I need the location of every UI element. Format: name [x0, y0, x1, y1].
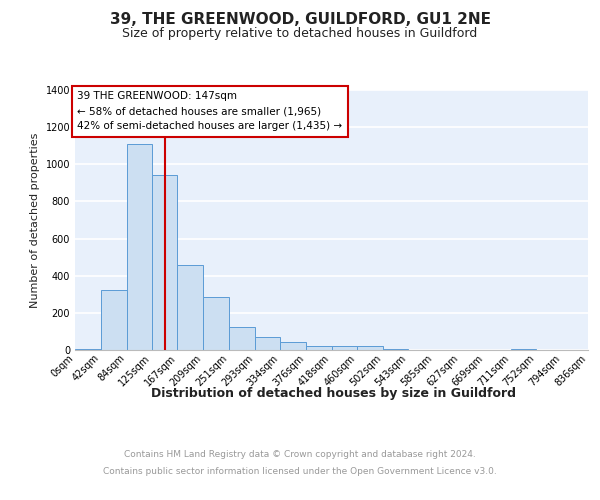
Text: Distribution of detached houses by size in Guildford: Distribution of detached houses by size … [151, 388, 515, 400]
Text: 39, THE GREENWOOD, GUILDFORD, GU1 2NE: 39, THE GREENWOOD, GUILDFORD, GU1 2NE [110, 12, 491, 28]
Text: 39 THE GREENWOOD: 147sqm
← 58% of detached houses are smaller (1,965)
42% of sem: 39 THE GREENWOOD: 147sqm ← 58% of detach… [77, 91, 343, 132]
Bar [255, 337, 280, 350]
Text: Size of property relative to detached houses in Guildford: Size of property relative to detached ho… [122, 28, 478, 40]
Bar [331, 346, 357, 350]
Bar [152, 176, 178, 350]
Bar [229, 327, 255, 350]
Bar [511, 349, 536, 350]
Bar [75, 349, 101, 350]
Bar [383, 349, 408, 350]
Bar [203, 297, 229, 350]
Bar [101, 290, 127, 350]
Bar [306, 346, 331, 350]
Text: Contains HM Land Registry data © Crown copyright and database right 2024.: Contains HM Land Registry data © Crown c… [124, 450, 476, 459]
Text: Contains public sector information licensed under the Open Government Licence v3: Contains public sector information licen… [103, 468, 497, 476]
Bar [127, 144, 152, 350]
Bar [178, 264, 203, 350]
Bar [357, 346, 383, 350]
Y-axis label: Number of detached properties: Number of detached properties [30, 132, 40, 308]
Bar [280, 342, 306, 350]
